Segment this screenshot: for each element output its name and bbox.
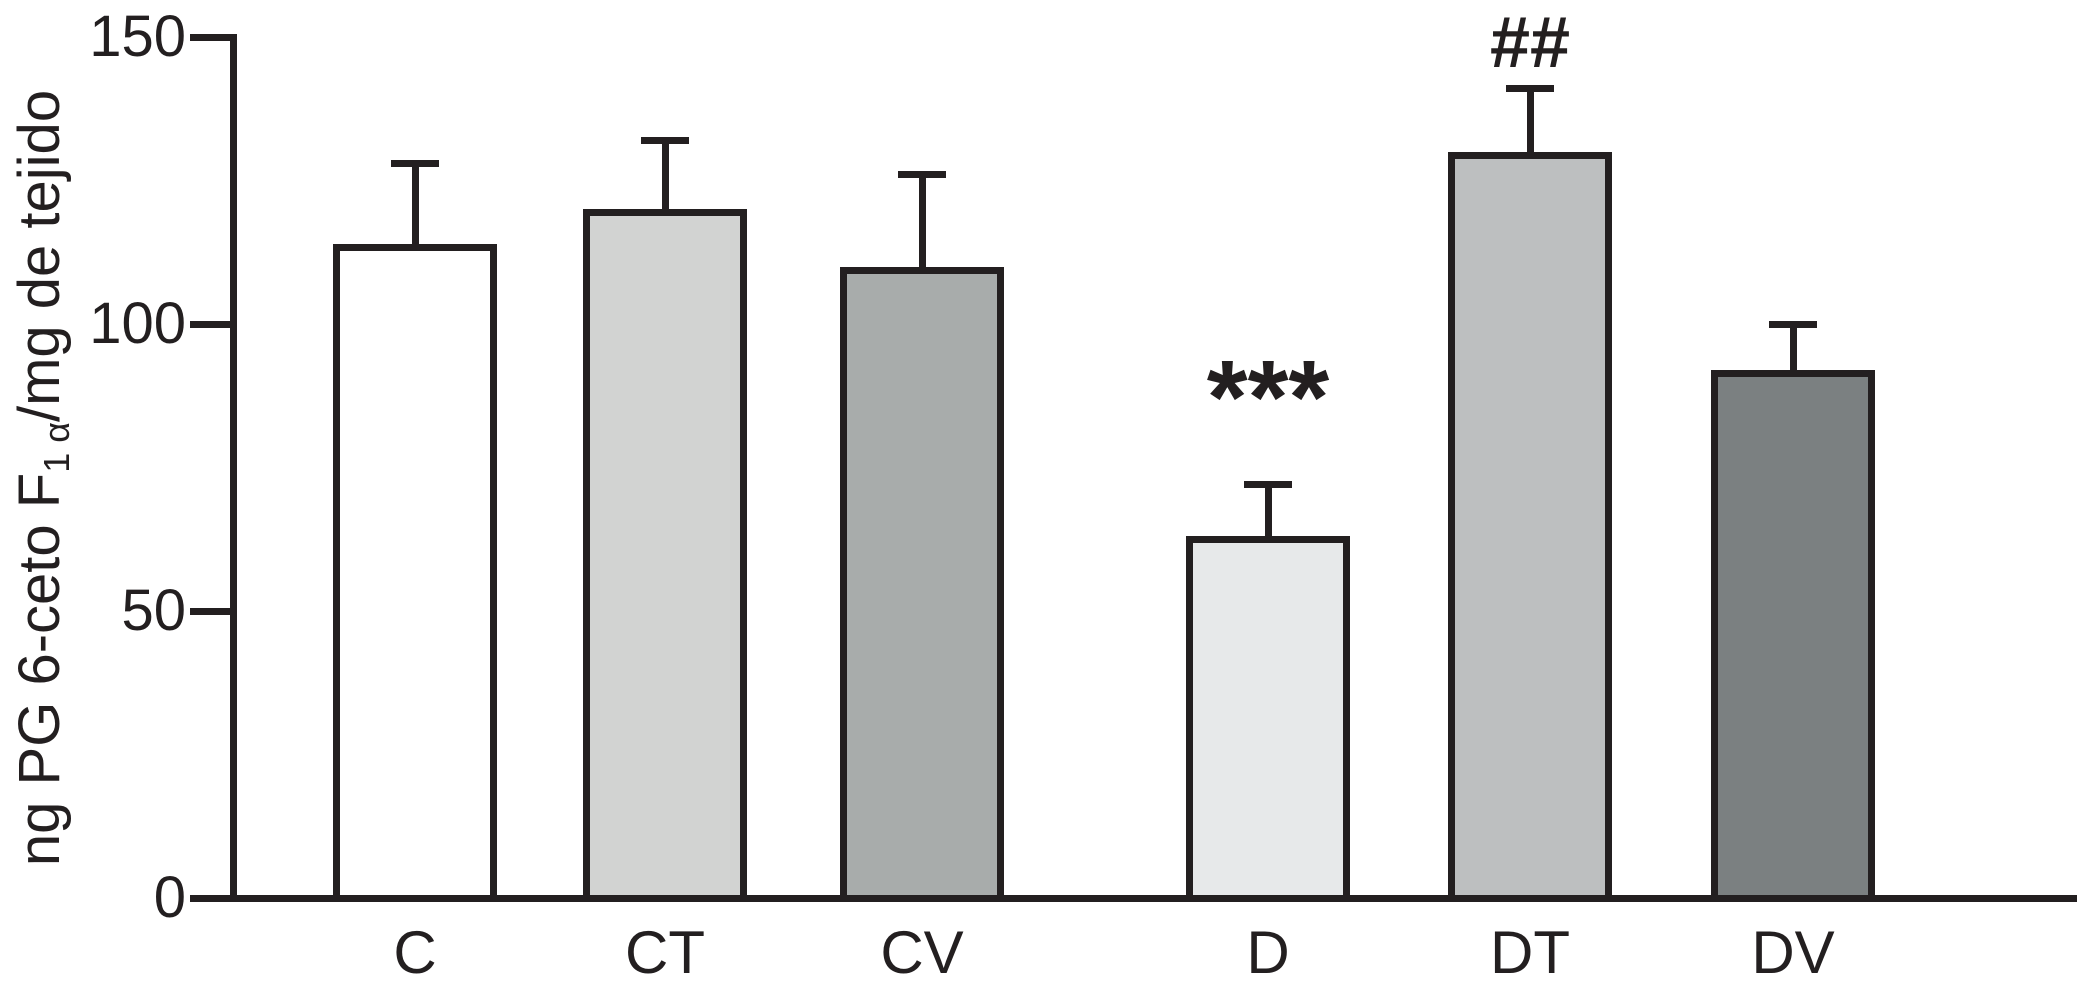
bar — [1711, 369, 1875, 902]
error-bar-line — [1526, 88, 1534, 160]
y-tick-label: 150 — [89, 4, 186, 69]
error-bar-cap — [898, 171, 946, 179]
y-tick-mark — [190, 607, 237, 615]
x-category-label: C — [393, 919, 437, 986]
bar — [1448, 151, 1612, 902]
error-bar-cap — [641, 136, 689, 144]
error-bar-cap — [1244, 481, 1292, 489]
x-category-label: CT — [625, 919, 705, 986]
y-tick-label: 0 — [153, 865, 186, 930]
y-tick-label: 100 — [89, 291, 186, 356]
error-bar-line — [1789, 324, 1797, 378]
error-bar-cap — [1769, 320, 1817, 328]
error-bar-line — [918, 174, 926, 275]
error-bar-cap — [391, 159, 439, 167]
error-bar-line — [1264, 484, 1272, 545]
bar — [840, 266, 1004, 902]
error-bar-cap — [1506, 85, 1554, 93]
error-bar-line — [411, 163, 419, 252]
x-category-label: D — [1246, 919, 1290, 986]
y-tick-mark — [190, 33, 237, 41]
x-category-label: DT — [1490, 919, 1570, 986]
y-tick-mark — [190, 894, 237, 902]
bar — [1186, 536, 1350, 902]
y-axis-line — [230, 34, 237, 902]
y-tick-mark — [190, 320, 237, 328]
x-category-label: CV — [880, 919, 964, 986]
x-category-label: DV — [1751, 919, 1835, 986]
significance-annotation: ## — [1489, 2, 1571, 83]
bar — [583, 209, 747, 902]
bar — [333, 243, 497, 902]
y-tick-label: 50 — [121, 578, 186, 643]
error-bar-line — [661, 140, 669, 218]
x-axis-line — [230, 895, 2077, 902]
significance-annotation: *** — [1206, 338, 1330, 456]
